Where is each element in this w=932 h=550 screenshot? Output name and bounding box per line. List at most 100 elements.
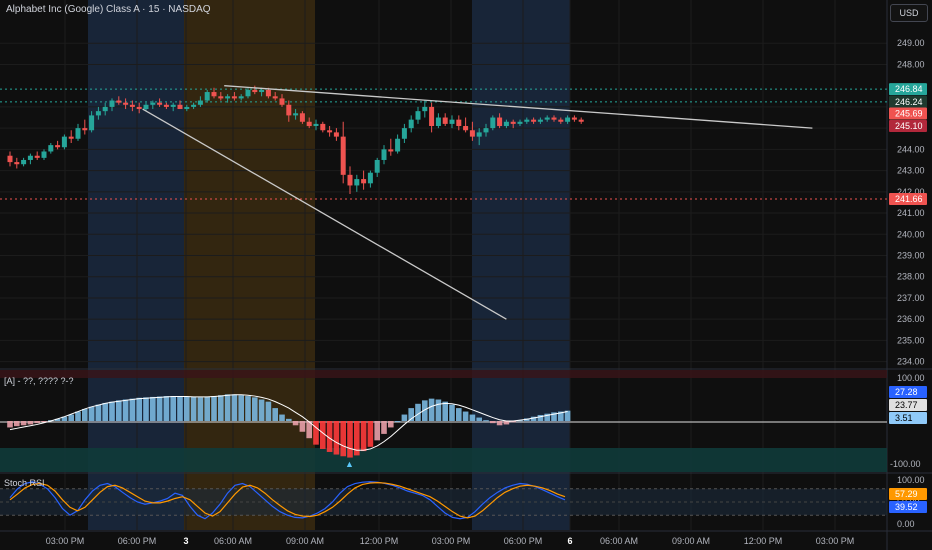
candle-22 — [157, 102, 163, 105]
candle-58 — [401, 128, 407, 139]
time-tick-5: 12:00 PM — [360, 536, 399, 546]
candle-37 — [259, 89, 265, 93]
time-tick-12: 03:00 PM — [816, 536, 855, 546]
candle-75 — [517, 121, 523, 124]
indicator-bar-49 — [340, 421, 346, 457]
indicator-bar-27 — [190, 396, 197, 421]
price-tick-1: 248.00 — [897, 59, 925, 69]
indicator-bar-51 — [354, 421, 360, 456]
candle-71 — [490, 117, 496, 129]
candle-40 — [279, 98, 285, 105]
indicator-bar-22 — [156, 396, 163, 421]
indicator-bar-5 — [41, 421, 47, 422]
indicator-bar-34 — [238, 395, 244, 421]
candle-54 — [374, 159, 380, 173]
indicator-bar-68 — [469, 414, 476, 421]
indicator-bar-72 — [496, 421, 503, 426]
indicator-bar-4 — [34, 421, 40, 424]
price-tick-9: 239.00 — [897, 250, 925, 260]
indicator-value-0: 27.28 — [895, 387, 918, 397]
indicator-bar-64 — [442, 401, 448, 421]
indicator-bar-52 — [360, 421, 367, 452]
indicator-bar-32 — [224, 394, 231, 421]
candle-5 — [41, 151, 47, 158]
indicator-label-bg-0 — [889, 386, 927, 398]
indicator-bar-61 — [422, 400, 428, 421]
lower-trendline — [142, 108, 507, 320]
chart-title: Alphabet Inc (Google) Class A · 15 · NAS… — [6, 4, 211, 15]
candle-24 — [170, 104, 176, 107]
indicator-bar-78 — [537, 414, 544, 421]
indicator-bar-71 — [490, 421, 496, 424]
indicator-bar-10 — [75, 411, 81, 421]
price-tick-14: 234.00 — [897, 357, 925, 367]
candle-17 — [123, 102, 129, 105]
indicator-bar-18 — [129, 398, 136, 421]
indicator-bar-19 — [136, 397, 142, 421]
candle-31 — [218, 96, 224, 99]
indicator-bar-2 — [20, 421, 27, 426]
indicator-bar-26 — [184, 396, 190, 421]
time-tick-2: 3 — [183, 536, 188, 546]
stoch-k-line — [9, 481, 566, 520]
indicator-bar-54 — [374, 421, 380, 441]
indicator-bar-43 — [299, 421, 306, 432]
candle-39 — [272, 96, 278, 99]
indicator-bar-41 — [286, 418, 292, 421]
candle-62 — [429, 106, 435, 127]
currency-button[interactable]: USD — [890, 4, 928, 22]
candle-60 — [415, 111, 421, 120]
candle-27 — [191, 104, 197, 107]
candle-78 — [537, 119, 543, 122]
indicator-bar-28 — [197, 397, 204, 421]
time-tick-6: 03:00 PM — [432, 536, 471, 546]
candle-38 — [265, 89, 271, 97]
indicator-bar-37 — [258, 399, 265, 421]
indicator-bar-48 — [333, 421, 340, 455]
candle-59 — [408, 119, 414, 129]
indicator-value-1: 23.77 — [895, 400, 918, 410]
candle-73 — [503, 121, 509, 127]
candle-21 — [150, 102, 156, 105]
indicator-bar-60 — [415, 403, 421, 421]
candle-20 — [143, 104, 149, 110]
price-label-1: 246.24 — [895, 97, 923, 107]
time-tick-0: 03:00 PM — [46, 536, 85, 546]
price-label-bg-1 — [889, 95, 927, 108]
indicator-bar-33 — [231, 394, 238, 421]
indicator-bar-16 — [116, 400, 122, 421]
candle-56 — [388, 149, 394, 152]
indicator-label: [A] - ??, ???? ?-? — [4, 376, 74, 386]
candle-77 — [531, 119, 537, 122]
price-tick-6: 242.00 — [897, 187, 925, 197]
price-tick-8: 240.00 — [897, 229, 925, 239]
indicator-bar-38 — [265, 401, 272, 421]
indicator-bar-80 — [551, 412, 557, 421]
stoch-value-0: 57.29 — [895, 489, 918, 499]
candle-45 — [313, 123, 319, 127]
candle-32 — [225, 96, 231, 99]
candle-12 — [89, 115, 95, 131]
candle-44 — [306, 121, 312, 127]
session-band-2 — [472, 0, 570, 530]
indicator-bar-59 — [408, 408, 414, 421]
candle-3 — [27, 155, 33, 160]
indicator-bar-70 — [483, 420, 489, 422]
stoch-d-line — [9, 482, 566, 519]
candle-67 — [463, 126, 469, 131]
price-tick-4: 244.00 — [897, 144, 925, 154]
indicator-bar-24 — [170, 396, 176, 421]
indicator-bar-13 — [95, 404, 102, 421]
indicator-label-bg-2 — [889, 412, 927, 424]
candle-69 — [476, 132, 482, 137]
candle-49 — [340, 136, 346, 175]
price-tick-5: 243.00 — [897, 166, 925, 176]
candle-46 — [320, 123, 326, 131]
candle-4 — [34, 155, 40, 158]
indicator-bar-1 — [14, 421, 20, 427]
indicator-bar-73 — [503, 421, 510, 425]
price-tick-10: 238.00 — [897, 272, 925, 282]
indicator-bar-0 — [7, 421, 13, 428]
candle-25 — [177, 104, 183, 110]
